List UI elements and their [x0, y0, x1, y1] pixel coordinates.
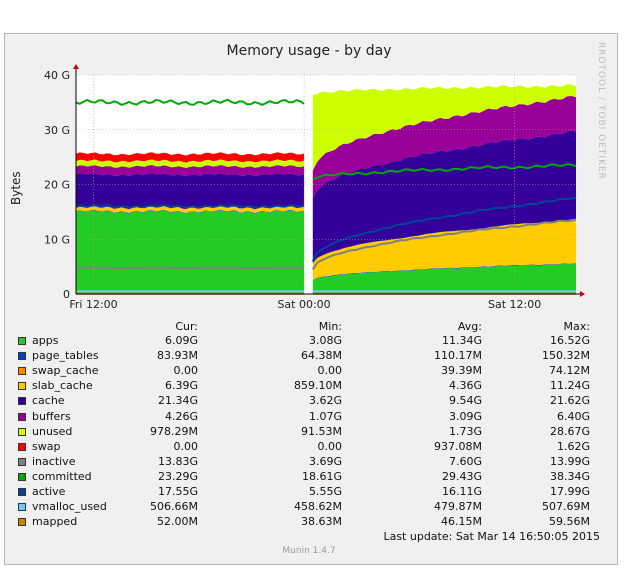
plot-area: 0 10 G 20 G 30 G 40 G Fri 12:00 Sat 00:00 Sat 1…: [44, 64, 585, 311]
gridlines: [76, 74, 576, 294]
axes: 0 10 G 20 G 30 G 40 G Fri 12:00 Sat 00:00 Sat 1…: [44, 64, 585, 311]
line-committed-before: [75, 98, 305, 107]
area-buffers-before: [76, 165, 305, 177]
watermark: RRDTOOL / TOBI OETIKER: [596, 42, 606, 180]
x-tick-label: Sat 00:00: [277, 298, 330, 311]
line-active-before: [75, 204, 305, 209]
y-tick-label: 10 G: [44, 233, 70, 246]
area-page_tables-before: [76, 209, 305, 214]
y-tick-label: 20 G: [44, 179, 70, 192]
area-cache-before: [76, 173, 305, 210]
last-update: Last update: Sat Mar 14 16:50:05 2015: [383, 530, 600, 543]
x-axis-arrow: [580, 291, 585, 297]
x-tick-label: Fri 12:00: [69, 298, 117, 311]
y-axis-arrow: [73, 64, 79, 69]
y-tick-label: 40 G: [44, 69, 70, 82]
area-apps-before: [76, 210, 305, 294]
y-tick-label: 0: [63, 288, 70, 301]
y-tick-label: 30 G: [44, 124, 70, 137]
area-buffers-after: [312, 96, 576, 198]
area-slab_cache-before: [76, 205, 305, 213]
line-active-after: [311, 196, 577, 262]
area-unused-before: [76, 159, 305, 168]
area-slab_cache-after: [312, 218, 576, 280]
line-committed-after: [312, 163, 577, 181]
area-apps-after: [312, 263, 576, 294]
area-swap-before: [76, 152, 305, 163]
footer: Munin 1.4.7: [282, 546, 336, 556]
line-inactive-after: [311, 218, 577, 270]
chart-title: Memory usage - by day: [226, 43, 392, 59]
line-inactive-before: [75, 266, 305, 270]
x-tick-label: Sat 12:00: [488, 298, 541, 311]
area-unused-after: [312, 84, 576, 171]
